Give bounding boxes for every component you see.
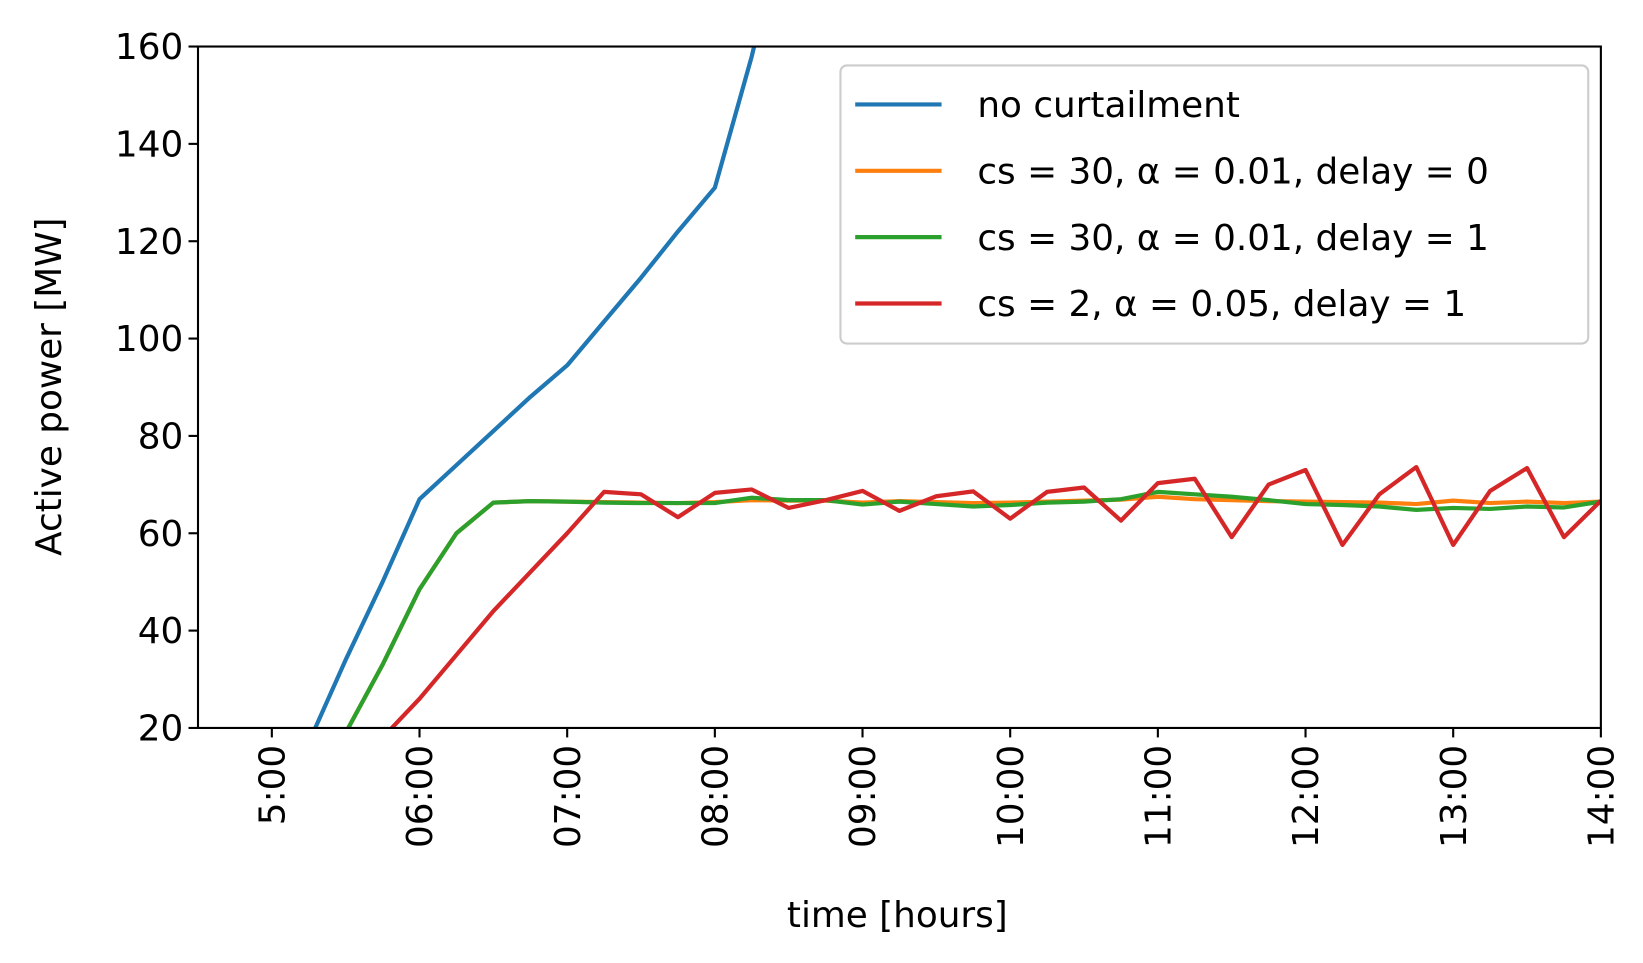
x-tick-label: 14:00 [1582,745,1623,848]
y-tick-label: 160 [115,27,183,68]
y-tick-label: 60 [138,514,184,555]
x-tick-label: 11:00 [1138,745,1179,848]
y-tick-label: 40 [138,611,184,652]
x-tick-label: 08:00 [695,745,736,848]
x-tick-label: 13:00 [1434,745,1475,848]
plot-lines [312,46,1601,728]
legend-label: cs = 2, α = 0.05, delay = 1 [977,284,1466,325]
y-tick-label: 100 [115,319,183,360]
x-tick-label: 12:00 [1286,745,1327,848]
y-tick-label: 80 [138,417,184,458]
legend-label: cs = 30, α = 0.01, delay = 1 [977,218,1489,259]
y-tick-label: 140 [115,125,183,166]
series-line [345,489,1601,728]
x-tick-label: 09:00 [843,745,884,848]
legend-label: cs = 30, α = 0.01, delay = 0 [977,151,1489,192]
series-line [388,464,1601,728]
x-tick-label: 5:00 [252,745,293,825]
legend-box [839,64,1590,345]
legend-label: no curtailment [977,85,1240,126]
x-tick-label: 06:00 [400,745,441,848]
y-tick-label: 20 [138,709,184,750]
x-axis-label: time [hours] [787,895,1008,936]
x-tick-label: 10:00 [991,745,1032,848]
x-tick-label: 07:00 [548,745,589,848]
y-axis-label: Active power [MW] [29,218,70,556]
series-line [312,46,757,728]
series-line [345,494,1601,728]
y-tick-label: 120 [115,222,183,263]
plot-frame [196,45,1602,730]
